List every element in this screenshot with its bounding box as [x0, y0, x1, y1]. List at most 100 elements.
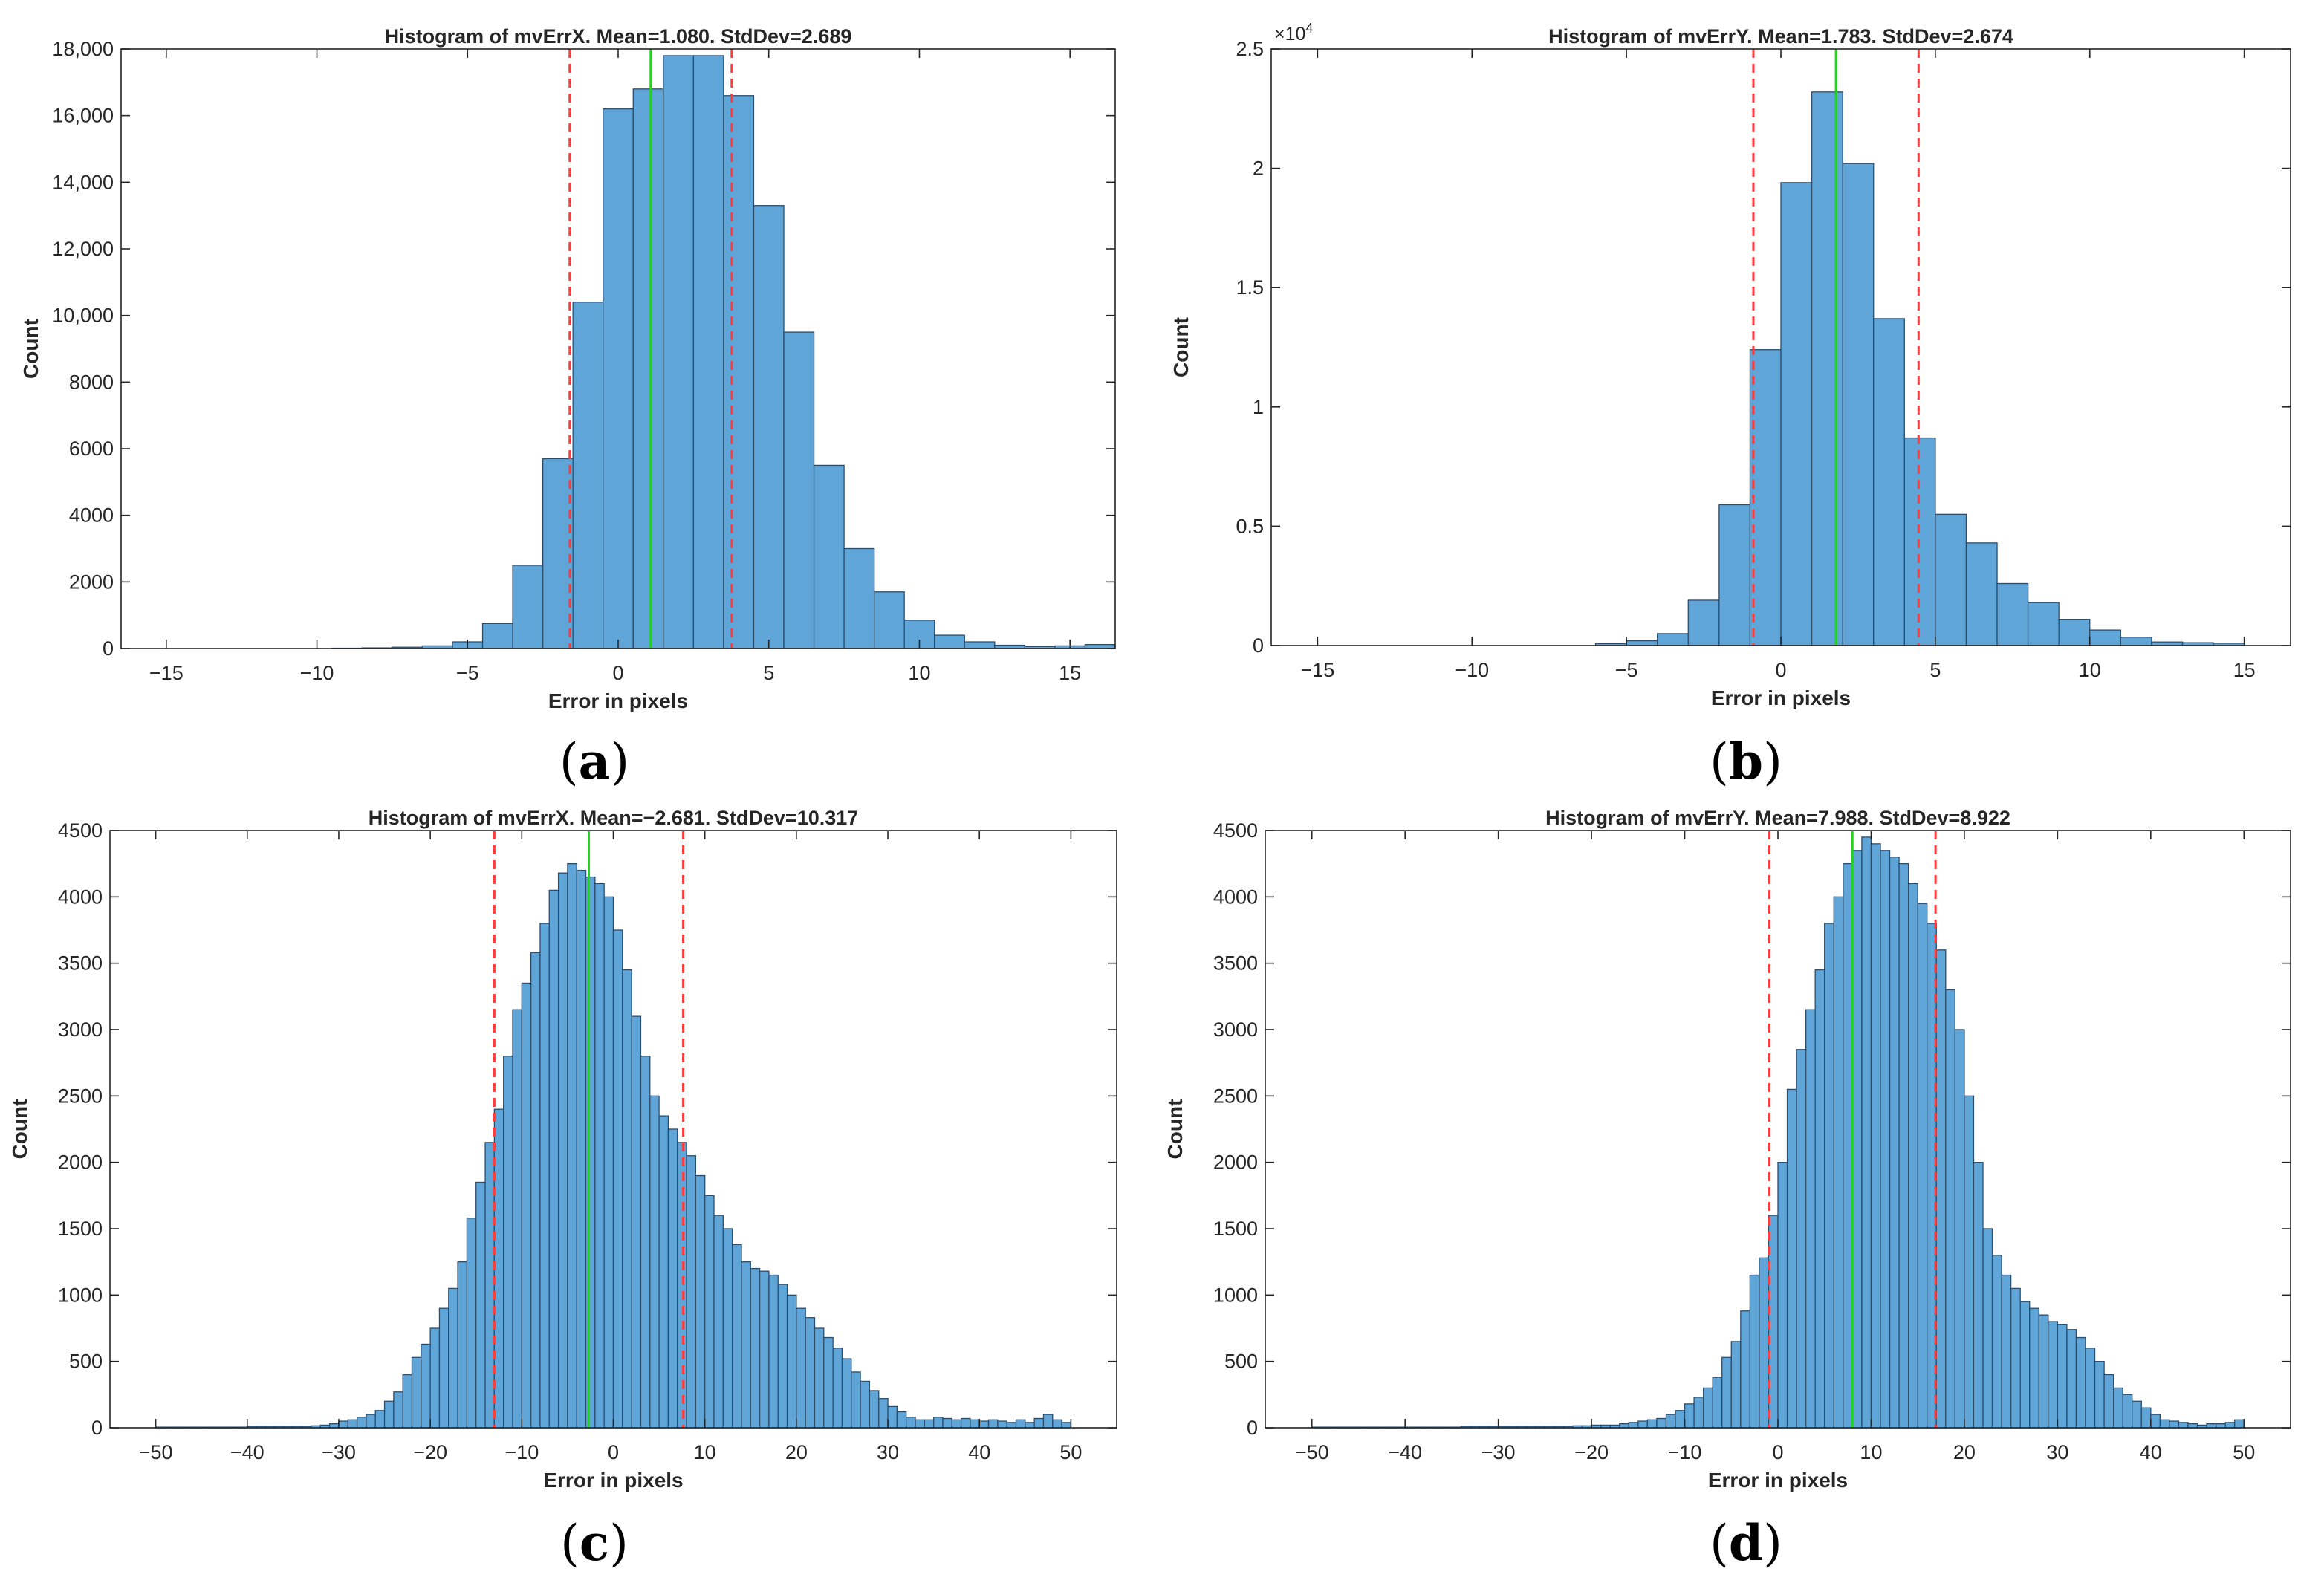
histogram-bar	[1626, 640, 1658, 646]
histogram-bar	[2066, 1329, 2077, 1429]
histogram-bar	[576, 869, 587, 1429]
histogram-bar	[1996, 582, 2029, 646]
y-tick-label: 4000	[1213, 885, 1258, 908]
y-tick-label: 4000	[69, 504, 114, 527]
histogram-bar	[841, 1358, 852, 1429]
histogram-bar	[924, 1419, 935, 1429]
x-tick-label: 10	[2079, 659, 2101, 681]
histogram-bar	[1665, 1414, 1676, 1429]
histogram-bar	[1675, 1410, 1686, 1429]
x-tick-label: −50	[139, 1441, 173, 1463]
histogram-bar	[1628, 1422, 1639, 1429]
y-tick-label: 2	[1253, 157, 1264, 180]
histogram-bar	[1843, 863, 1854, 1429]
chart-panel-d: −50 −40 −30 −20 −10 0 10 20 30 40 5005001000150020…	[1163, 807, 2291, 1572]
histogram-bar	[1796, 1049, 1807, 1429]
histogram-bar	[585, 876, 596, 1429]
histogram-bar	[2010, 1287, 2021, 1429]
histogram-bars	[1594, 91, 2245, 646]
histogram-bar	[768, 1274, 779, 1429]
y-tick-label: 6000	[69, 438, 114, 460]
histogram-bar	[932, 1417, 944, 1429]
histogram-bar	[1851, 850, 1863, 1429]
histogram-bar	[832, 1348, 843, 1429]
histogram-bar	[1777, 1162, 1788, 1429]
histogram-bar	[1687, 599, 1720, 646]
y-axis-exponent: ×104	[1274, 21, 1313, 45]
histogram-bar	[640, 1056, 651, 1429]
panel-label: (a)	[559, 732, 629, 790]
histogram-bar	[503, 1056, 513, 1429]
histogram-bar	[1033, 1417, 1045, 1429]
histogram-bar	[557, 872, 568, 1429]
x-axis-label: Error in pixels	[543, 1469, 683, 1492]
panel-label-close-paren: )	[609, 1515, 629, 1572]
chart-title: Histogram of mvErrY. Mean=7.988. StdDev=…	[1545, 807, 2010, 829]
histogram-bar	[594, 883, 605, 1429]
x-tick-label: −40	[1388, 1441, 1422, 1463]
histogram-bar	[1824, 923, 1834, 1429]
histogram-bar	[731, 1244, 742, 1429]
histogram-bar	[1907, 883, 1918, 1429]
histogram-bar	[1880, 850, 1891, 1429]
histogram-bar	[2224, 1422, 2236, 1429]
histogram-bar	[2103, 1374, 2114, 1429]
histogram-bar	[603, 108, 634, 649]
histogram-bar	[612, 929, 623, 1429]
histogram-bar	[686, 1155, 697, 1429]
histogram-bar	[2206, 1423, 2217, 1429]
histogram-bar	[934, 634, 965, 649]
histogram-bar	[713, 1215, 724, 1429]
y-tick-label: 2500	[1213, 1085, 1258, 1107]
histogram-bar	[860, 1380, 871, 1429]
histogram-bar	[2048, 1321, 2059, 1429]
histogram-bar	[2120, 637, 2152, 646]
histogram-bar	[1982, 1228, 1993, 1429]
histogram-bar	[663, 55, 695, 649]
y-tick-label: 2000	[1213, 1151, 1258, 1174]
histogram-bar	[667, 1128, 678, 1429]
y-tick-label: 16,000	[52, 105, 114, 127]
chart-panel-c: −50 −40 −30 −20 −10 0 10 20 30 40 5005001000150020…	[8, 807, 1117, 1572]
histogram-bar	[1759, 1257, 1770, 1429]
x-tick-label: −30	[322, 1441, 356, 1463]
histogram-bar	[906, 1417, 916, 1429]
histogram-bar	[466, 1218, 477, 1429]
y-tick-label: 0	[103, 637, 114, 660]
histogram-bar	[632, 88, 664, 649]
y-tick-label: 1000	[58, 1284, 103, 1306]
histogram-bar	[1006, 1422, 1017, 1429]
histogram-bar	[677, 1142, 687, 1429]
histogram-bar	[750, 1267, 761, 1429]
histogram-bar	[1740, 1310, 1751, 1429]
histogram-bar	[567, 863, 577, 1429]
histogram-bar	[475, 1181, 486, 1429]
histogram-bar	[649, 1095, 660, 1429]
y-axis-label: Count	[8, 1099, 31, 1160]
panel-label: (d)	[1710, 1514, 1782, 1572]
histogram-bar	[421, 1343, 431, 1429]
y-tick-label: 0.5	[1236, 515, 1264, 537]
y-tick-label: 4500	[58, 819, 103, 842]
histogram-bar	[964, 641, 996, 649]
histogram-bar	[1015, 1419, 1026, 1429]
histogram-bar	[512, 1009, 522, 1429]
y-tick-label: 18,000	[52, 38, 114, 60]
x-tick-label: −10	[300, 662, 334, 684]
panel-label-letter: c	[580, 1514, 609, 1572]
histogram-bar	[1973, 1162, 1984, 1429]
histogram-bar	[1042, 1414, 1054, 1429]
histogram-bar	[851, 1371, 861, 1429]
histogram-bar	[814, 1327, 825, 1429]
histogram-bar	[2122, 1394, 2133, 1429]
histogram-bar	[2112, 1387, 2123, 1429]
histogram-bar	[869, 1390, 880, 1429]
x-tick-label: −20	[1574, 1441, 1609, 1463]
histogram-bar	[572, 302, 604, 649]
chart-title: Histogram of mvErrX. Mean=−2.681. StdDev…	[369, 807, 859, 829]
x-axis-label: Error in pixels	[548, 689, 688, 712]
histogram-bar	[1657, 633, 1689, 646]
histogram-bar	[873, 591, 905, 649]
y-tick-label: 0	[1253, 634, 1264, 657]
